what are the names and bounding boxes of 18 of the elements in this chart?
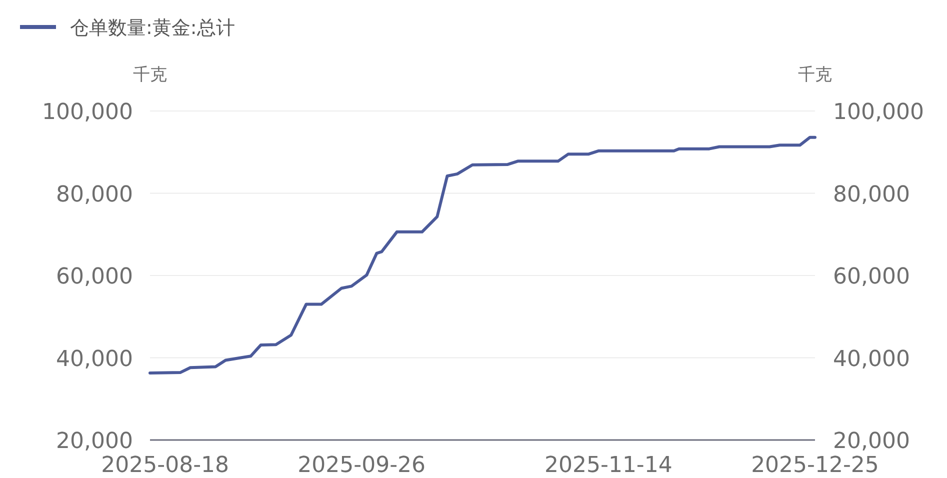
legend-label: 仓单数量:黄金:总计	[70, 17, 235, 39]
y2-tick-label: 40,000	[833, 346, 910, 372]
x-tick-label: 2025-11-14	[544, 453, 672, 478]
y-tick-label: 40,000	[56, 346, 133, 372]
line-series	[148, 136, 816, 374]
y-tick-label: 100,000	[42, 100, 133, 125]
y2-tick-label: 60,000	[833, 264, 910, 290]
x-tick-label: 2025-09-26	[298, 453, 426, 478]
y-axis-title: 千克	[133, 65, 167, 85]
x-tick-label: 2025-12-25	[751, 453, 879, 478]
y-tick-label: 60,000	[56, 264, 133, 290]
y-tick-label: 20,000	[56, 429, 133, 454]
x-tick-label: 2025-08-18	[101, 453, 230, 478]
y2-tick-label: 20,000	[833, 429, 910, 454]
y2-tick-label: 80,000	[833, 182, 910, 208]
y2-tick-label: 100,000	[833, 100, 924, 125]
y2-axis-title: 千克	[798, 65, 832, 85]
y-tick-label: 80,000	[56, 182, 133, 208]
